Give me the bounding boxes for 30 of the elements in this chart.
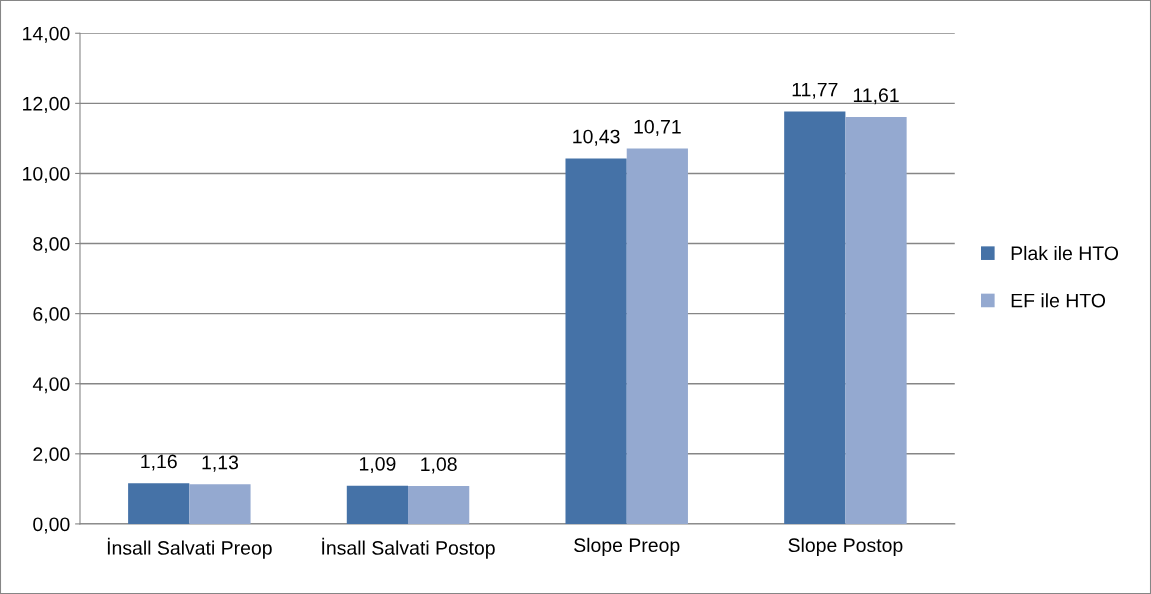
x-tick-label: İnsall Salvati Postop	[322, 537, 495, 559]
bar	[128, 483, 190, 524]
bar	[626, 148, 688, 524]
x-tick-label: İnsall Salvati Preop	[107, 537, 272, 559]
data-label: 1,13	[202, 455, 239, 472]
bar	[346, 485, 409, 524]
y-tick-label: 4,00	[32, 377, 70, 394]
data-label: 10,71	[634, 119, 681, 136]
data-label: 11,77	[792, 82, 838, 99]
data-label: 1,08	[421, 457, 457, 474]
bar	[845, 117, 907, 524]
y-tick-label: 6,00	[33, 307, 70, 324]
legend-label: Plak ile HTO	[1011, 245, 1119, 261]
y-tick-label: 10,00	[23, 166, 70, 183]
data-label: 1,09	[359, 456, 396, 474]
y-tick-label: 14,00	[23, 26, 70, 43]
data-label: 11,61	[853, 88, 899, 105]
data-label: 1,16	[141, 454, 177, 471]
bar	[189, 484, 251, 524]
bar	[408, 486, 470, 524]
legend-label: EF ile HTO	[1011, 293, 1106, 308]
x-tick-label: Slope Postop	[788, 537, 903, 556]
y-tick-label: 8,00	[33, 237, 70, 254]
data-label: 10,43	[573, 129, 620, 146]
bar	[784, 111, 846, 524]
y-tick-label: 0,00	[33, 517, 70, 534]
bar	[565, 158, 627, 524]
y-tick-label: 12,00	[23, 96, 70, 113]
x-tick-label: Slope Preop	[574, 537, 680, 556]
y-tick-label: 2,00	[33, 447, 70, 464]
